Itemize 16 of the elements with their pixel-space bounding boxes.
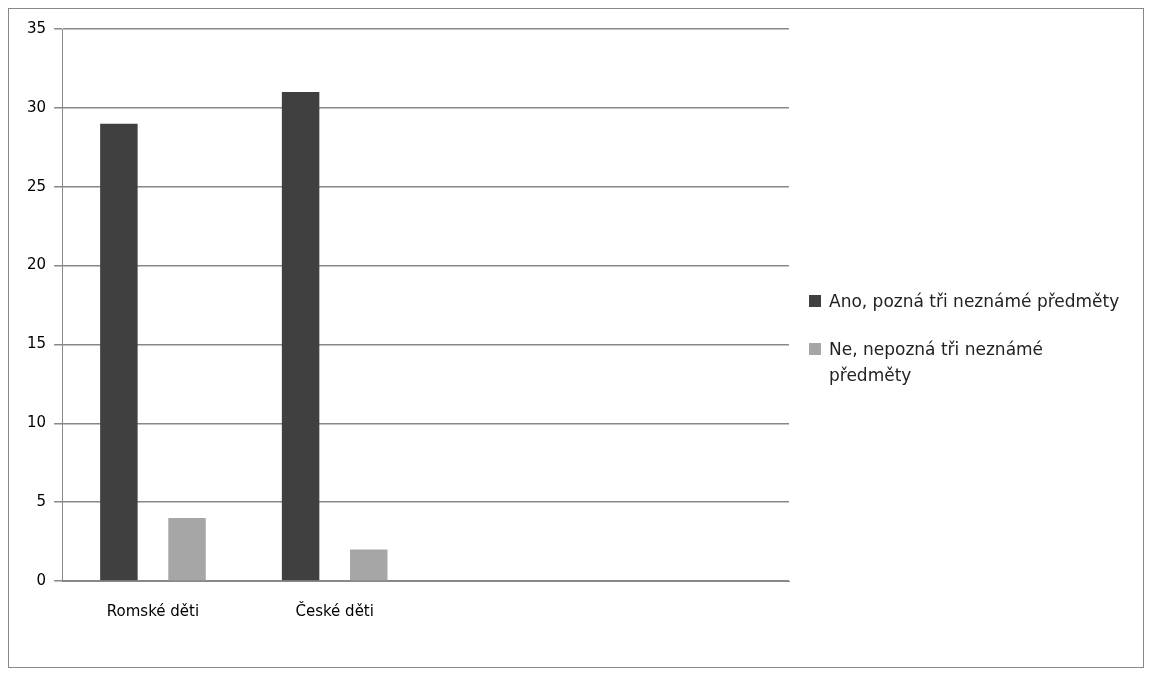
x-tick-label: České děti [295,600,374,620]
y-tick-label: 25 [26,176,47,195]
y-tick-label: 5 [36,492,47,511]
bar [100,123,138,581]
legend-label: Ano, pozná tři neznámé předměty [829,290,1120,313]
x-tick-label: Romské děti [106,601,200,620]
y-tick-label: 0 [36,570,47,589]
bar [281,92,320,581]
bar [350,549,388,581]
y-tick-label: 10 [26,413,47,432]
y-tick-label: 35 [26,18,47,37]
y-tick-label: 20 [26,255,47,274]
y-tick-label: 15 [26,334,47,353]
y-tick-label: 30 [26,97,47,116]
legend-label: Ne, nepozná tři neznámé předměty [829,338,1045,387]
bar [168,517,206,581]
